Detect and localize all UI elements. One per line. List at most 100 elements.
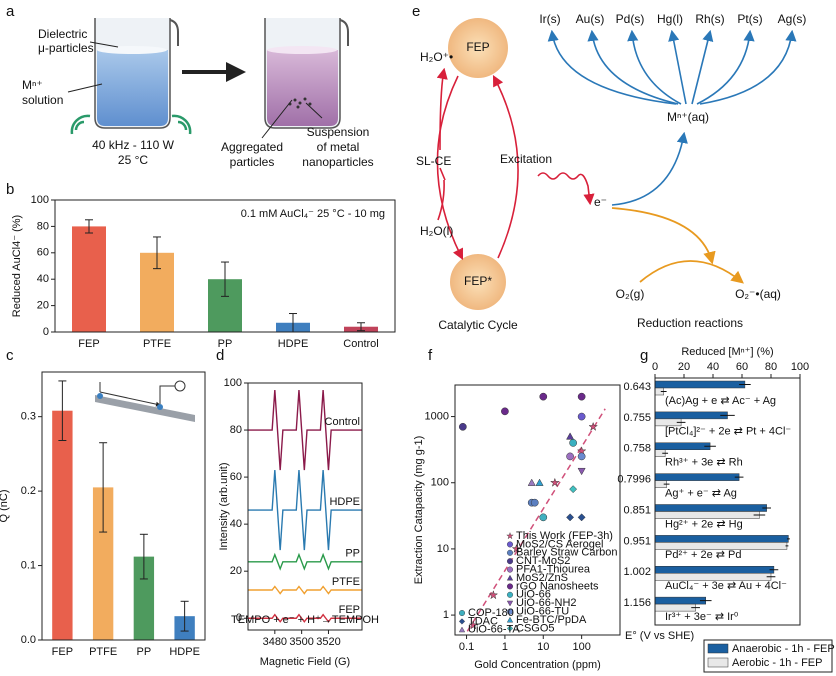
y-tick-label: 1.002 [623, 566, 651, 578]
legend-label: Fe-BTC/PpDA [516, 614, 587, 626]
y-tick-label: 0.758 [623, 443, 651, 455]
legend-label: UiO-66-NH2 [516, 597, 577, 609]
error-bar [153, 236, 161, 270]
error-bar [139, 533, 148, 580]
plot-frame [654, 377, 801, 626]
point [577, 513, 586, 522]
solution [267, 50, 338, 126]
bar [654, 411, 728, 420]
x-tick-label: 3480 [263, 636, 287, 648]
label: 25 °C [118, 153, 148, 167]
plot-frame [247, 382, 363, 631]
species: O₂(g) [616, 287, 645, 301]
label: nanoparticles [302, 155, 373, 169]
legend-marker [458, 618, 466, 625]
legend-label: CNT-MoS2 [516, 555, 570, 567]
metal: Au(s) [576, 12, 605, 26]
legend-swatch [707, 643, 729, 654]
legend-label: PFA1-Thiourea [516, 564, 591, 576]
panel-letter: e [412, 3, 420, 20]
reaction: Hg²⁺ + 2e ⇄ Hg [665, 518, 743, 530]
x-tick-label: 80 [765, 361, 777, 373]
series-label: FEP [339, 604, 360, 616]
legend-label: UiO-66-TA [468, 624, 520, 636]
y-axis-label: Reduced AuCl4⁻ (%) [11, 215, 23, 317]
y-tick-label: 0.755 [623, 412, 651, 424]
label: Suspension [307, 125, 370, 139]
legend-marker [506, 616, 514, 623]
ultrasound [70, 114, 192, 135]
series-label: Control [325, 416, 360, 428]
handle [169, 19, 179, 46]
point [468, 620, 479, 630]
solution [97, 50, 168, 126]
error-bar [221, 261, 229, 297]
point [577, 467, 586, 476]
legend-marker [507, 583, 514, 590]
x-tick-label: HDPE [278, 338, 309, 350]
y-tick-label: 60 [230, 471, 242, 483]
bar [654, 535, 789, 543]
label: Reduction reactions [637, 316, 743, 330]
x-tick-label: 100 [572, 641, 590, 653]
x-tick-label: PTFE [89, 646, 117, 658]
point [577, 392, 586, 401]
node-label: FEP* [464, 274, 492, 288]
inset-schematic [95, 380, 195, 422]
bar [654, 442, 711, 450]
label: particles [230, 155, 275, 169]
legend-swatch [707, 657, 729, 668]
y-tick-label: 0.7996 [617, 474, 651, 486]
legend-marker [507, 541, 514, 548]
x-tick-label: HDPE [169, 646, 200, 658]
point [535, 478, 544, 486]
metal: Ag(s) [778, 12, 807, 26]
plate [95, 395, 195, 422]
fep-star-node [450, 254, 506, 310]
panel-letter: a [6, 3, 15, 20]
x-tick-label: 0.1 [459, 641, 474, 653]
point [566, 513, 575, 522]
species: H₂O(l) [420, 224, 453, 238]
y-axis-label: Q (nC) [0, 490, 10, 523]
x-tick-label: PP [218, 338, 233, 350]
legend-marker [506, 625, 514, 632]
reaction: AuCl₄⁻ + 3e ⇄ Au + 4Cl⁻ [665, 580, 787, 592]
bar [654, 566, 775, 574]
x-tick-label: 1 [502, 641, 508, 653]
legend-marker [507, 549, 514, 556]
point [539, 513, 548, 522]
plot-frame [454, 384, 621, 636]
drop [157, 404, 163, 410]
x-tick-label: 3520 [316, 636, 340, 648]
point [501, 407, 509, 416]
bar [654, 473, 740, 481]
point [566, 452, 574, 461]
y-tick-label: 0.951 [623, 535, 651, 547]
reaction: [PtCl₄]²⁻ + 2e ⇄ Pt + 4Cl⁻ [665, 426, 791, 438]
bar [654, 596, 706, 605]
species: e⁻ [594, 195, 607, 209]
x-tick-label: FEP [52, 646, 73, 658]
legend-marker [507, 558, 514, 565]
y-tick-label: 0.3 [21, 411, 36, 423]
y-tick-label: 100 [431, 477, 449, 489]
y-tick-label: 20 [230, 565, 242, 577]
spectrum [248, 390, 362, 471]
panel-letter: c [6, 347, 14, 364]
y-tick-label: 10 [437, 543, 449, 555]
bar [133, 556, 155, 640]
legend-label: This Work (FEP-3h) [516, 530, 613, 542]
point [539, 392, 548, 401]
oxygen-arrows [611, 207, 744, 284]
legend-marker [506, 600, 514, 607]
bar [52, 410, 73, 640]
x-tick-label: 40 [707, 361, 719, 373]
metal: Rh(s) [695, 12, 724, 26]
legend-marker [459, 610, 466, 617]
plot-frame [54, 199, 396, 333]
wire [159, 385, 175, 404]
label: Dielectric [38, 27, 87, 41]
x-axis-label: Magnetic Field (G) [260, 656, 350, 668]
